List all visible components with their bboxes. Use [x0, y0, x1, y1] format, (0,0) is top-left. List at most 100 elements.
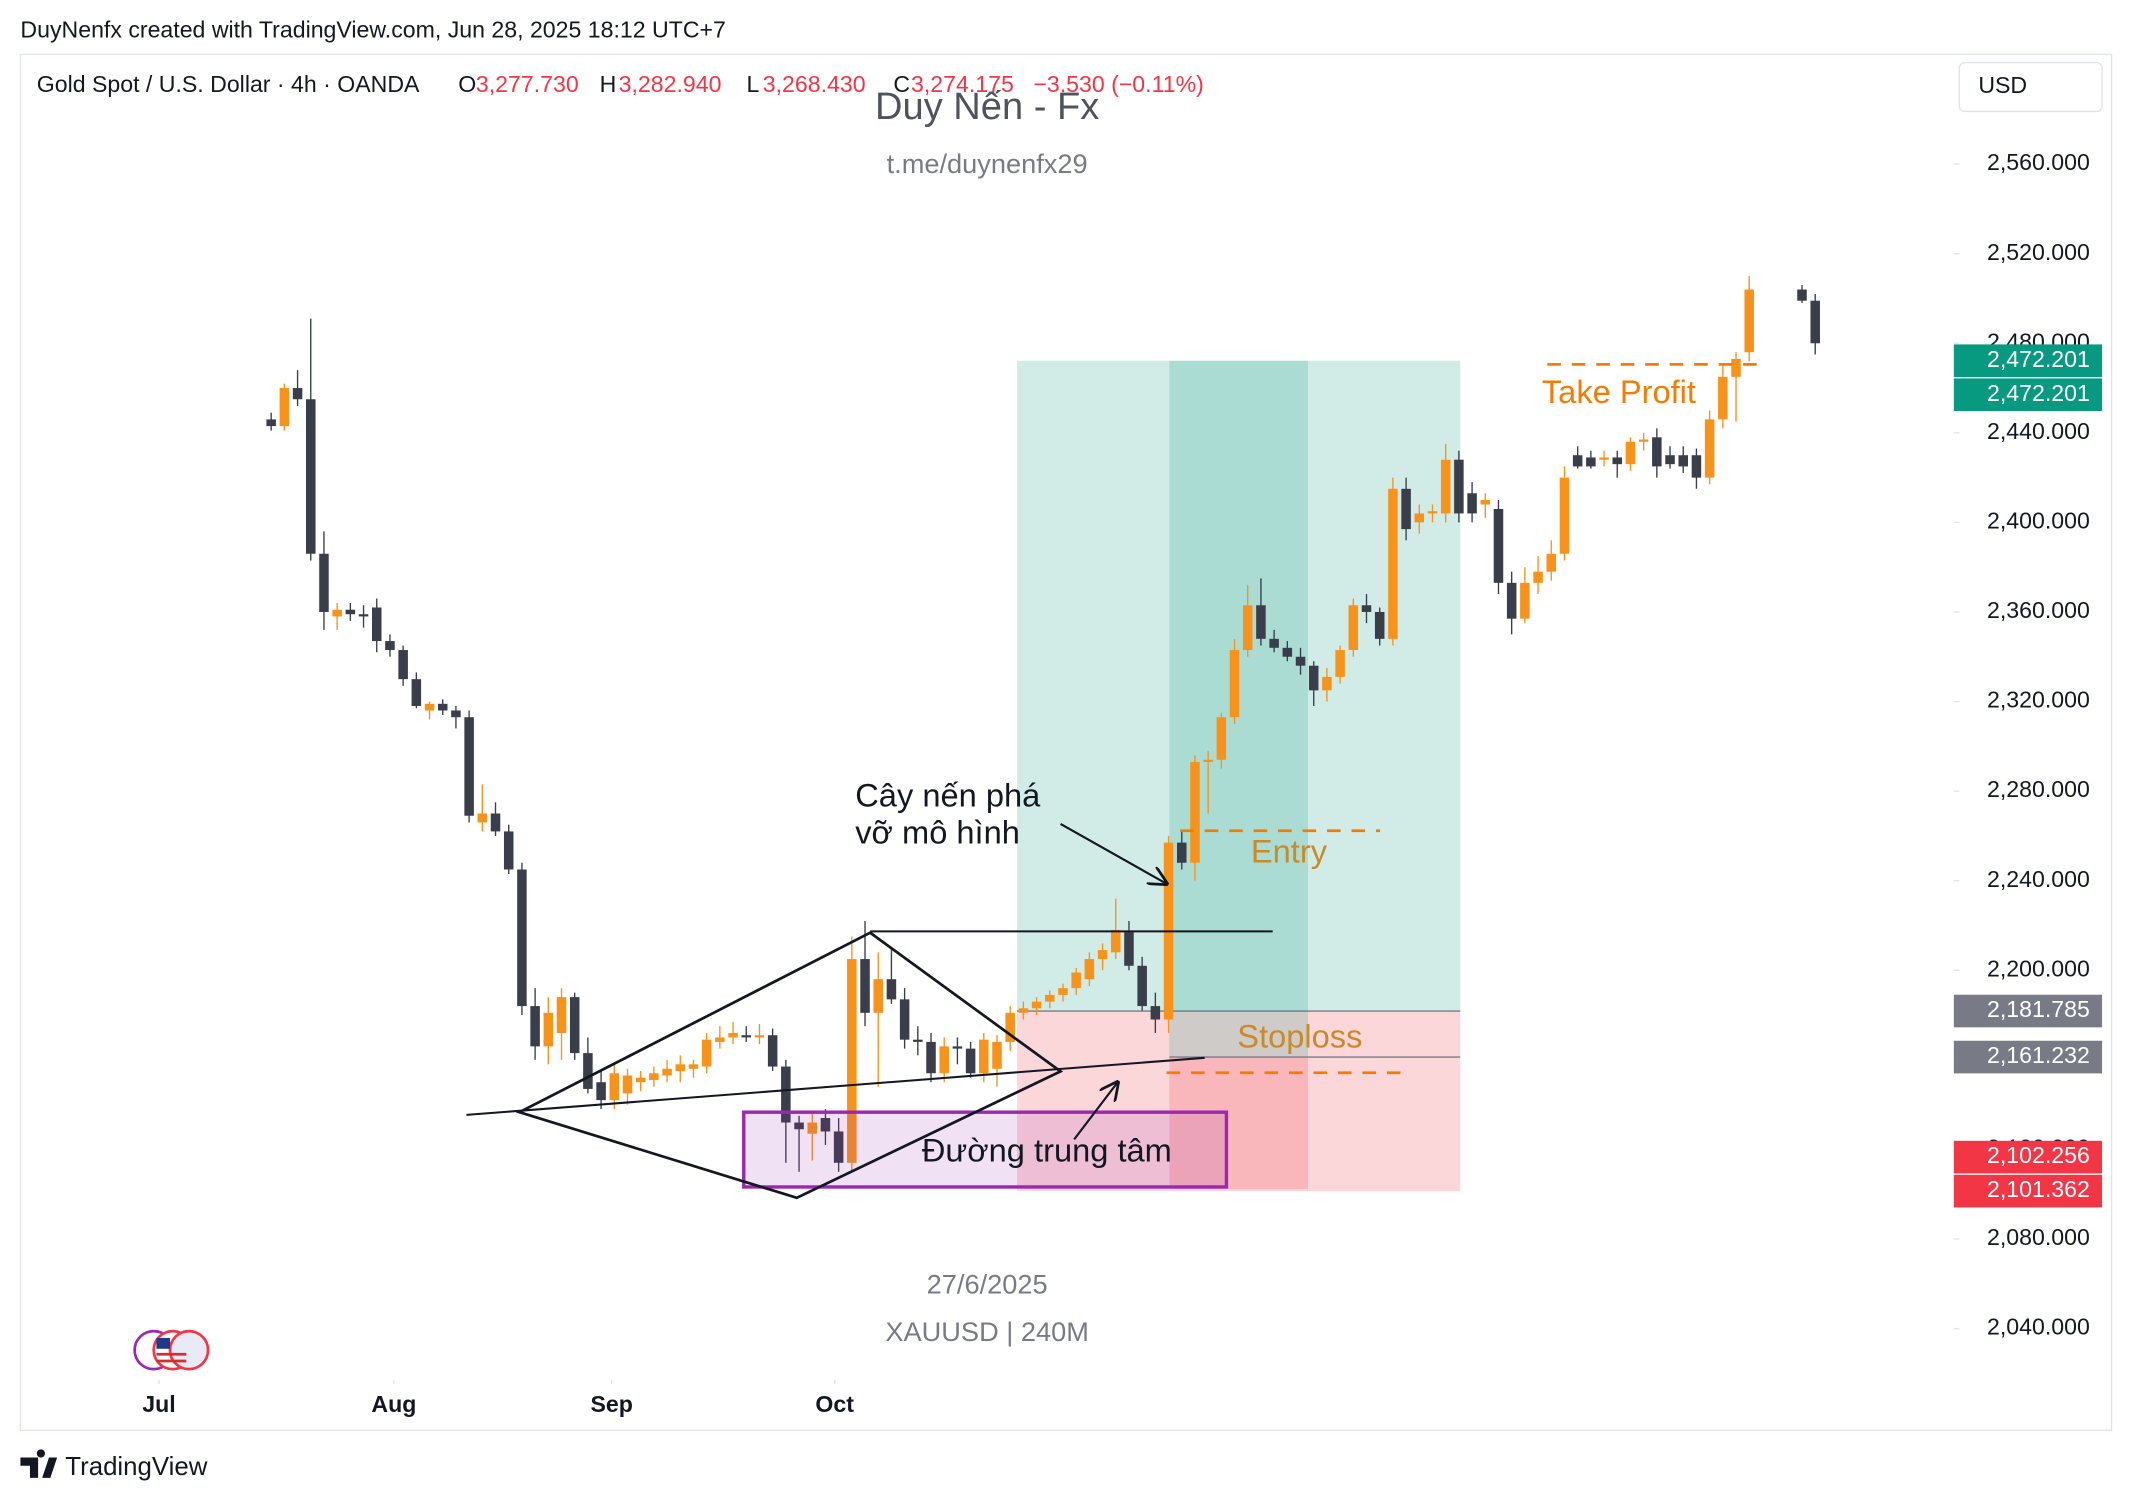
candle-body [1559, 477, 1570, 554]
loss-zone [1169, 1057, 1309, 1190]
price-label: 2,102.256 [1987, 1142, 2090, 1168]
candle-body [1731, 358, 1741, 377]
annotation: Entry [1251, 832, 1328, 869]
candle-body [1018, 1008, 1029, 1013]
change: −3.530 (−0.11%) [1033, 71, 1203, 97]
annotation: Take Profit [1542, 373, 1696, 410]
diamond-pattern [515, 931, 1064, 1200]
ohlc-key: O [458, 71, 476, 97]
candle-body [1084, 959, 1095, 980]
candle-body [464, 717, 474, 816]
candle-body [1427, 511, 1438, 514]
candle-body [1572, 455, 1583, 467]
candle-body [556, 997, 567, 1033]
candle-body [345, 609, 356, 615]
candle-body [1612, 457, 1623, 465]
price-label-box [1953, 1040, 2103, 1074]
candle-body [1190, 761, 1200, 863]
y-tick-label: 2,080.000 [1987, 1224, 2090, 1250]
candle-body [543, 1012, 554, 1047]
candle-body [1665, 455, 1675, 465]
price-label-box [1953, 994, 2103, 1028]
candle-body [767, 1035, 778, 1067]
candle-body [965, 1048, 976, 1074]
candle-body [913, 1039, 923, 1042]
y-tick-label: 2,200.000 [1987, 955, 2090, 981]
candle-body [358, 614, 369, 617]
candle-body [1493, 508, 1504, 583]
candle-body [728, 1032, 738, 1038]
y-tick-label: 2,240.000 [1987, 866, 2090, 892]
candle-body [794, 1122, 804, 1130]
y-tick-label: 2,320.000 [1987, 687, 2090, 713]
ohlc-key: C [893, 71, 910, 97]
candle-body [1150, 1006, 1161, 1020]
candle-body [490, 813, 501, 832]
ohlc-value: 3,277.730 [476, 71, 579, 97]
candle-body [1374, 611, 1385, 639]
y-tick-label: 2,280.000 [1987, 776, 2090, 802]
candle-body [1282, 647, 1293, 657]
candle-body [503, 831, 514, 870]
candle-body [1176, 842, 1187, 863]
candle-body [1242, 605, 1253, 651]
candle-body [741, 1035, 752, 1038]
candle-body [609, 1073, 620, 1101]
candle-body [622, 1075, 633, 1094]
currency-button[interactable] [1958, 61, 2103, 113]
candle-body [1005, 1012, 1015, 1042]
candle-body [1071, 972, 1081, 989]
price-label-box [1953, 344, 2103, 378]
candle-body [1797, 289, 1807, 301]
candle-body [1652, 437, 1662, 467]
candle-body [662, 1068, 672, 1076]
candle-body [1203, 759, 1213, 762]
candle-body [1322, 676, 1332, 691]
candle-body [926, 1041, 936, 1074]
candle-body [1308, 665, 1319, 691]
candle-body [1810, 300, 1820, 344]
watermark-date: 27/6/2025 [927, 1268, 1048, 1299]
candle-body [979, 1039, 989, 1074]
plot-area [266, 276, 1820, 1192]
candle-body [517, 869, 527, 1007]
candle-body [1691, 455, 1702, 478]
price-label-box [1953, 1140, 2103, 1174]
x-tick-label: Jul [142, 1391, 175, 1417]
candle-body [266, 419, 276, 427]
candle-body [701, 1039, 712, 1067]
candle-body [1097, 950, 1108, 960]
candle-body [1467, 493, 1477, 514]
candle-body [1638, 439, 1649, 442]
candle-body [754, 1035, 765, 1038]
drawings: Cây nến phá vỡ mô hình Entry Stoploss Ta… [466, 363, 1757, 1200]
symbol: Gold Spot / U.S. Dollar · 4h · OANDA [37, 71, 420, 97]
price-label: 2,101.362 [1987, 1176, 2090, 1202]
candle-body [530, 1006, 540, 1047]
candle-body [1335, 650, 1345, 677]
candle-body [1388, 488, 1398, 639]
candle-body [1401, 488, 1411, 530]
candle-body [569, 997, 580, 1054]
y-tick-label: 2,360.000 [1987, 597, 2090, 623]
symbol-legend: Gold Spot / U.S. Dollar · 4h · OANDA O 3… [37, 71, 1204, 97]
annotation: Cây nến phá [855, 777, 1041, 814]
candle-body [1045, 994, 1055, 1002]
events-icon [133, 1329, 210, 1371]
candle-body [1124, 932, 1134, 966]
candle-body [1111, 929, 1121, 953]
currency[interactable]: USD [1978, 72, 2027, 98]
candle-body [833, 1131, 844, 1163]
ohlc-value: 3,282.940 [619, 71, 722, 97]
price-label-box [1953, 378, 2103, 412]
ohlc-key: H [600, 71, 617, 97]
candle-body [1546, 553, 1557, 572]
candle-body [939, 1046, 949, 1074]
y-tick-label: 2,400.000 [1987, 508, 2090, 534]
brand: TradingView [20, 1449, 208, 1481]
candle-body [688, 1064, 699, 1069]
candle-body [847, 959, 857, 1163]
candle-body [437, 703, 448, 711]
